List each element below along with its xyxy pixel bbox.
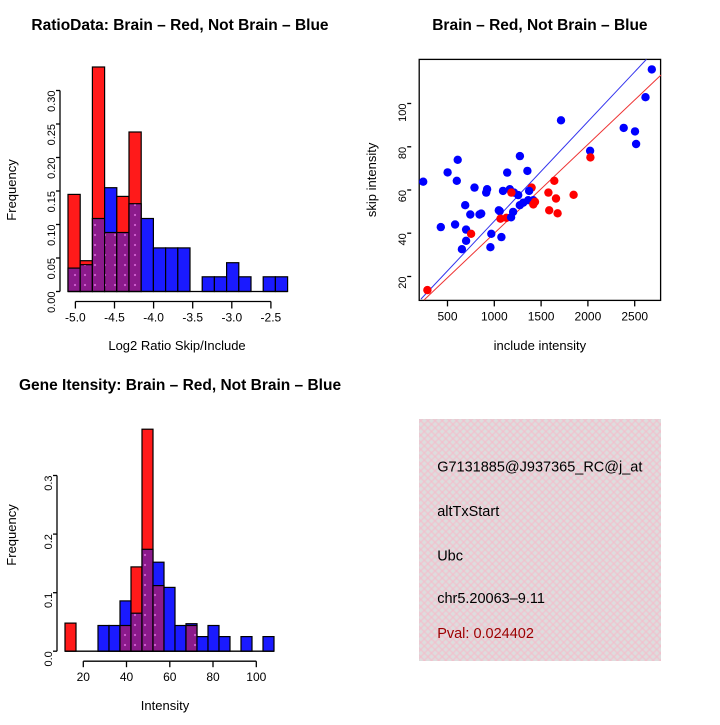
svg-text:0.05: 0.05 bbox=[46, 258, 58, 279]
svg-text:0.25: 0.25 bbox=[46, 124, 58, 145]
svg-text:Log2 Ratio Skip/Include: Log2 Ratio Skip/Include bbox=[108, 338, 245, 353]
svg-text:Brain – Red, Not Brain – Blue: Brain – Red, Not Brain – Blue bbox=[432, 17, 648, 34]
svg-text:skip intensity: skip intensity bbox=[364, 142, 379, 217]
svg-text:0.30: 0.30 bbox=[46, 91, 58, 112]
svg-text:Frequency: Frequency bbox=[4, 504, 19, 566]
svg-text:0.15: 0.15 bbox=[46, 191, 58, 212]
svg-text:-4.0: -4.0 bbox=[143, 311, 164, 325]
svg-text:0.2: 0.2 bbox=[43, 534, 55, 549]
svg-text:1000: 1000 bbox=[481, 309, 508, 323]
svg-text:0.0: 0.0 bbox=[43, 651, 55, 666]
svg-text:altTxStart: altTxStart bbox=[437, 504, 499, 520]
svg-text:100: 100 bbox=[397, 104, 409, 122]
svg-text:-4.5: -4.5 bbox=[104, 311, 125, 325]
svg-text:0.1: 0.1 bbox=[43, 593, 55, 608]
svg-text:2000: 2000 bbox=[575, 309, 602, 323]
svg-text:60: 60 bbox=[163, 670, 177, 684]
svg-text:-3.0: -3.0 bbox=[221, 311, 242, 325]
svg-text:40: 40 bbox=[397, 233, 409, 245]
svg-text:-5.0: -5.0 bbox=[65, 311, 86, 325]
svg-text:include intensity: include intensity bbox=[494, 338, 587, 353]
svg-text:20: 20 bbox=[397, 277, 409, 289]
svg-text:500: 500 bbox=[437, 309, 457, 323]
svg-text:Pval: 0.024402: Pval: 0.024402 bbox=[437, 626, 534, 642]
svg-text:100: 100 bbox=[246, 670, 266, 684]
svg-text:-3.5: -3.5 bbox=[182, 311, 203, 325]
svg-text:0.10: 0.10 bbox=[46, 225, 58, 246]
svg-text:Frequency: Frequency bbox=[4, 159, 19, 221]
svg-text:0.00: 0.00 bbox=[46, 292, 58, 313]
svg-text:RatioData: Brain – Red, Not Br: RatioData: Brain – Red, Not Brain – Blue bbox=[31, 17, 329, 34]
svg-text:Gene Itensity: Brain – Red, No: Gene Itensity: Brain – Red, Not Brain – … bbox=[19, 377, 342, 394]
svg-text:60: 60 bbox=[397, 190, 409, 202]
svg-text:2500: 2500 bbox=[621, 309, 648, 323]
svg-text:40: 40 bbox=[120, 670, 134, 684]
svg-text:chr5.20063–9.11: chr5.20063–9.11 bbox=[437, 591, 545, 607]
svg-text:1500: 1500 bbox=[528, 309, 555, 323]
svg-text:0.3: 0.3 bbox=[43, 476, 55, 491]
svg-text:Intensity: Intensity bbox=[141, 698, 190, 713]
svg-text:0.20: 0.20 bbox=[46, 158, 58, 179]
svg-text:20: 20 bbox=[77, 670, 91, 684]
svg-text:-2.5: -2.5 bbox=[261, 311, 282, 325]
svg-text:G7131885@J937365_RC@j_at: G7131885@J937365_RC@j_at bbox=[437, 459, 642, 475]
svg-text:80: 80 bbox=[206, 670, 220, 684]
svg-text:Ubc: Ubc bbox=[437, 548, 463, 564]
svg-text:80: 80 bbox=[397, 147, 409, 159]
